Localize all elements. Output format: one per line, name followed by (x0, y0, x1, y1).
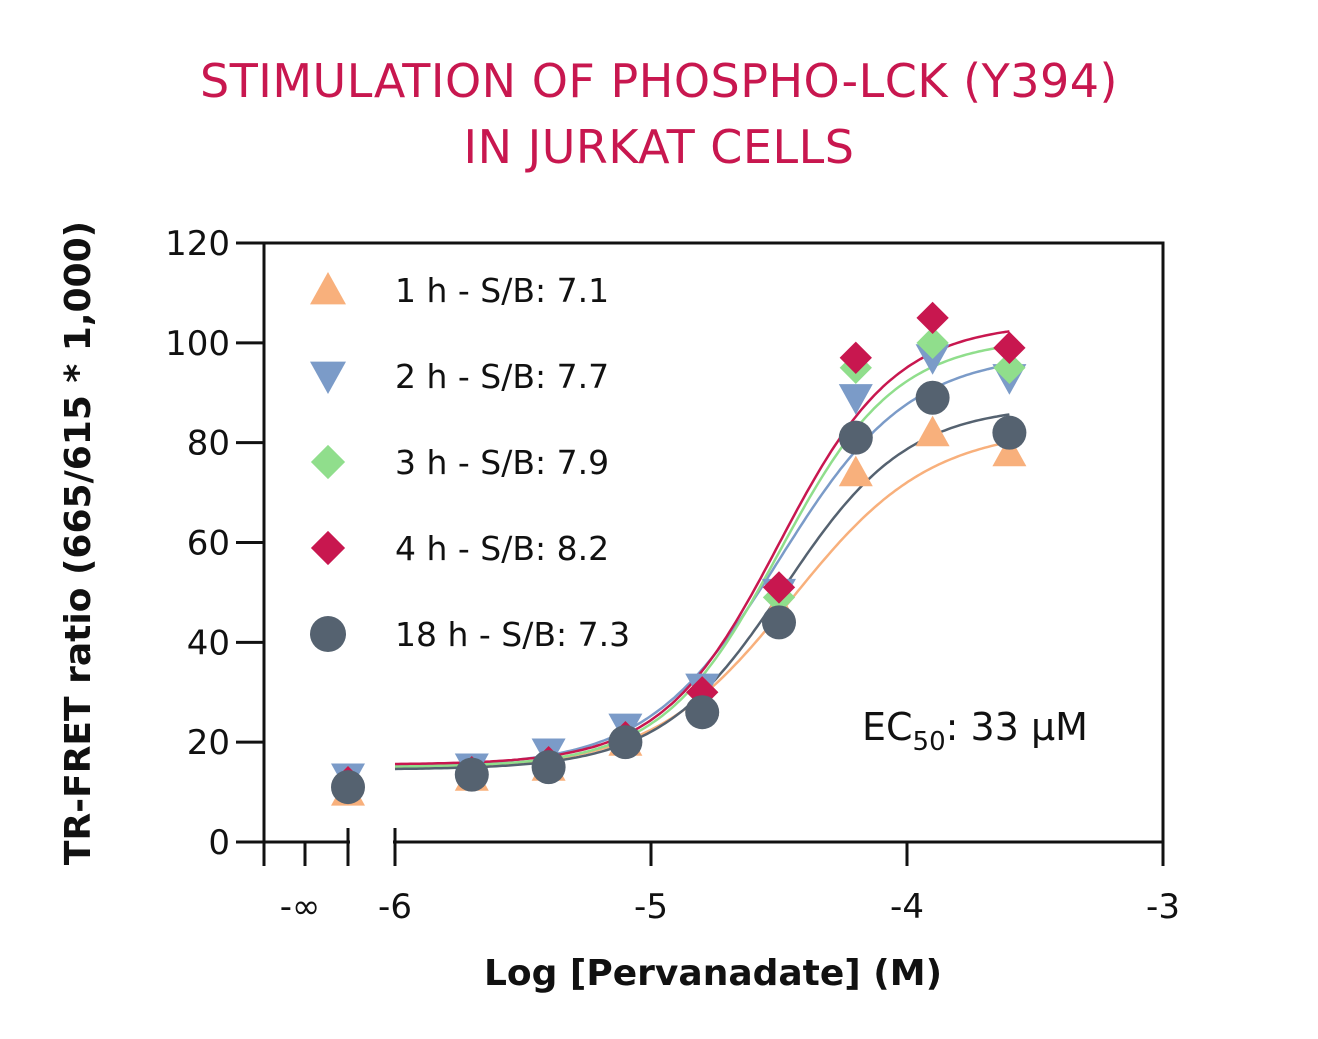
data-point-s4-2 (608, 725, 643, 760)
ec50-subscript: 50 (913, 727, 946, 757)
data-point-s4-4 (762, 605, 796, 640)
data-point-s4-0 (454, 757, 489, 792)
x-tick-label-2: -4 (890, 887, 924, 927)
data-point-s1-6 (915, 344, 950, 375)
y-axis-title: TR-FRET ratio (665/615 * 1,000) (58, 221, 99, 865)
x-axis-title: Log [Pervanadate] (M) (484, 953, 942, 994)
fit-curve-3 (395, 330, 1010, 766)
data-points (331, 301, 1027, 806)
data-point-s3-4 (762, 571, 796, 604)
legend-marker-2 (310, 444, 346, 480)
chart-title-line-1: STIMULATION OF PHOSPHO-LCK (Y394) (200, 54, 1118, 108)
legend-label-2: 3 h - S/B: 7.9 (395, 443, 609, 482)
data-point-s3-6 (916, 301, 949, 335)
data-point-s3-5 (839, 341, 872, 374)
data-point-s1-5 (838, 384, 873, 415)
data-point-s4-neg-inf (331, 770, 365, 805)
x-tick-label-neg-inf: -∞ (280, 887, 321, 927)
data-point-s3-7 (993, 331, 1026, 364)
ec50-value: : 33 μM (946, 705, 1088, 749)
data-point-s4-3 (685, 695, 720, 730)
legend-label-1: 2 h - S/B: 7.7 (395, 357, 609, 396)
data-point-s4-7 (992, 415, 1027, 450)
x-tick-label-3: -3 (1146, 887, 1180, 927)
legend-label-0: 1 h - S/B: 7.1 (395, 271, 609, 310)
y-tick-label-6: 120 (165, 224, 230, 264)
legend-marker-1 (310, 361, 346, 394)
y-tick-label-1: 20 (187, 723, 230, 763)
data-point-s2-7 (993, 351, 1026, 384)
y-tick-label-5: 100 (165, 324, 230, 364)
legend: 1 h - S/B: 7.1 2 h - S/B: 7.7 3 h - S/B: 7… (310, 271, 630, 654)
y-tick-label-4: 80 (187, 424, 230, 464)
legend-label-4: 18 h - S/B: 7.3 (395, 615, 630, 654)
chart-title-line-2: IN JURKAT CELLS (463, 120, 855, 174)
data-point-s2-6 (916, 326, 949, 359)
ec50-prefix: EC (862, 705, 913, 749)
data-point-s0-5 (838, 455, 873, 487)
data-point-s4-6 (915, 380, 950, 415)
ec50-annotation: EC50: 33 μM (862, 705, 1088, 757)
data-point-s0-6 (915, 415, 950, 447)
x-tick-label-0: -6 (378, 887, 412, 927)
legend-marker-0 (310, 272, 346, 305)
y-axis: 0 20 40 60 80 100 120 (165, 224, 264, 863)
y-tick-label-0: 0 (208, 823, 230, 863)
x-axis: -6 -5 -4 -3 (262, 828, 1180, 927)
x-tick-label-1: -5 (634, 887, 668, 927)
y-tick-label-2: 40 (187, 623, 230, 663)
y-tick-label-3: 60 (187, 524, 230, 564)
data-point-s0-7 (992, 435, 1027, 467)
data-point-s4-5 (838, 420, 873, 455)
legend-marker-3 (310, 530, 346, 566)
data-point-s4-1 (531, 750, 566, 785)
legend-label-3: 4 h - S/B: 8.2 (395, 529, 609, 568)
chart-title: STIMULATION OF PHOSPHO-LCK (Y394) IN JUR… (0, 48, 1318, 180)
legend-marker-4 (310, 616, 346, 652)
